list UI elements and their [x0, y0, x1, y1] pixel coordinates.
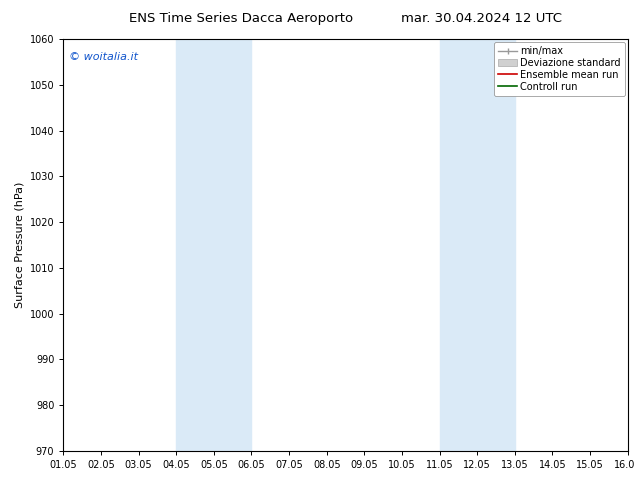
Text: ENS Time Series Dacca Aeroporto: ENS Time Series Dacca Aeroporto: [129, 12, 353, 25]
Text: mar. 30.04.2024 12 UTC: mar. 30.04.2024 12 UTC: [401, 12, 562, 25]
Bar: [439, 39, 515, 451]
Y-axis label: Surface Pressure (hPa): Surface Pressure (hPa): [14, 182, 24, 308]
Bar: [176, 39, 252, 451]
Text: © woitalia.it: © woitalia.it: [69, 51, 138, 62]
Legend: min/max, Deviazione standard, Ensemble mean run, Controll run: min/max, Deviazione standard, Ensemble m…: [494, 42, 624, 96]
